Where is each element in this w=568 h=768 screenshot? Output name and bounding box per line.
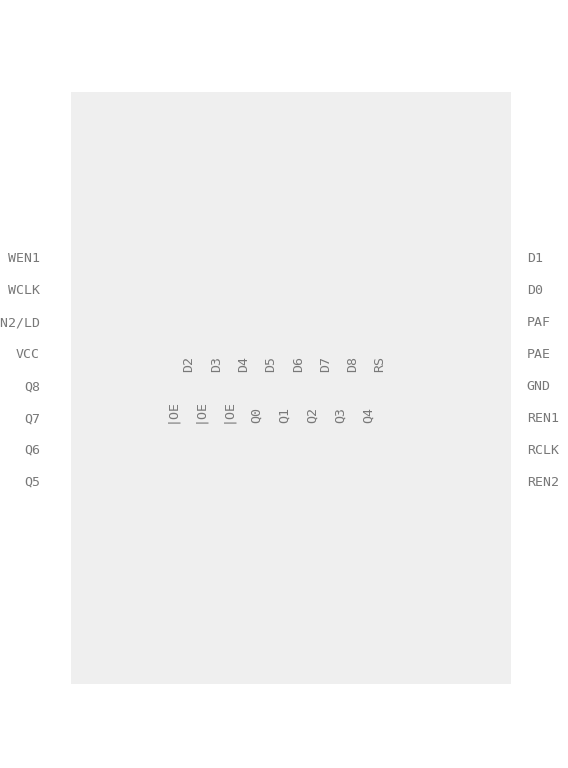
Text: REN2: REN2	[527, 476, 559, 489]
Text: Q3: Q3	[334, 407, 347, 423]
Text: D7: D7	[319, 356, 332, 372]
Text: D6: D6	[291, 356, 304, 372]
Text: Q2: Q2	[306, 407, 319, 423]
Text: Q6: Q6	[24, 444, 40, 457]
Text: D0: D0	[527, 284, 543, 297]
Text: RS: RS	[374, 356, 386, 372]
Text: REN1: REN1	[527, 412, 559, 425]
Text: WCLK: WCLK	[8, 284, 40, 297]
Text: PAE: PAE	[527, 348, 551, 361]
Text: PAF: PAF	[527, 316, 551, 329]
Text: GND: GND	[527, 380, 551, 393]
Text: D4: D4	[237, 356, 250, 372]
Text: D8: D8	[346, 356, 359, 372]
Text: WEN1: WEN1	[8, 253, 40, 266]
Text: D1: D1	[527, 253, 543, 266]
Text: VCC: VCC	[16, 348, 40, 361]
Text: Q5: Q5	[24, 476, 40, 489]
Text: Q7: Q7	[24, 412, 40, 425]
Text: Q1: Q1	[278, 407, 291, 423]
Text: |OE: |OE	[193, 399, 206, 423]
Text: |OE: |OE	[221, 399, 234, 423]
Text: Q0: Q0	[249, 407, 262, 423]
Text: Q8: Q8	[24, 380, 40, 393]
Text: D2: D2	[182, 356, 195, 372]
Text: D3: D3	[210, 356, 223, 372]
Text: |OE: |OE	[165, 399, 178, 423]
Text: D5: D5	[264, 356, 277, 372]
Text: Q4: Q4	[362, 407, 375, 423]
Text: RCLK: RCLK	[527, 444, 559, 457]
Text: WEN2/LD: WEN2/LD	[0, 316, 40, 329]
